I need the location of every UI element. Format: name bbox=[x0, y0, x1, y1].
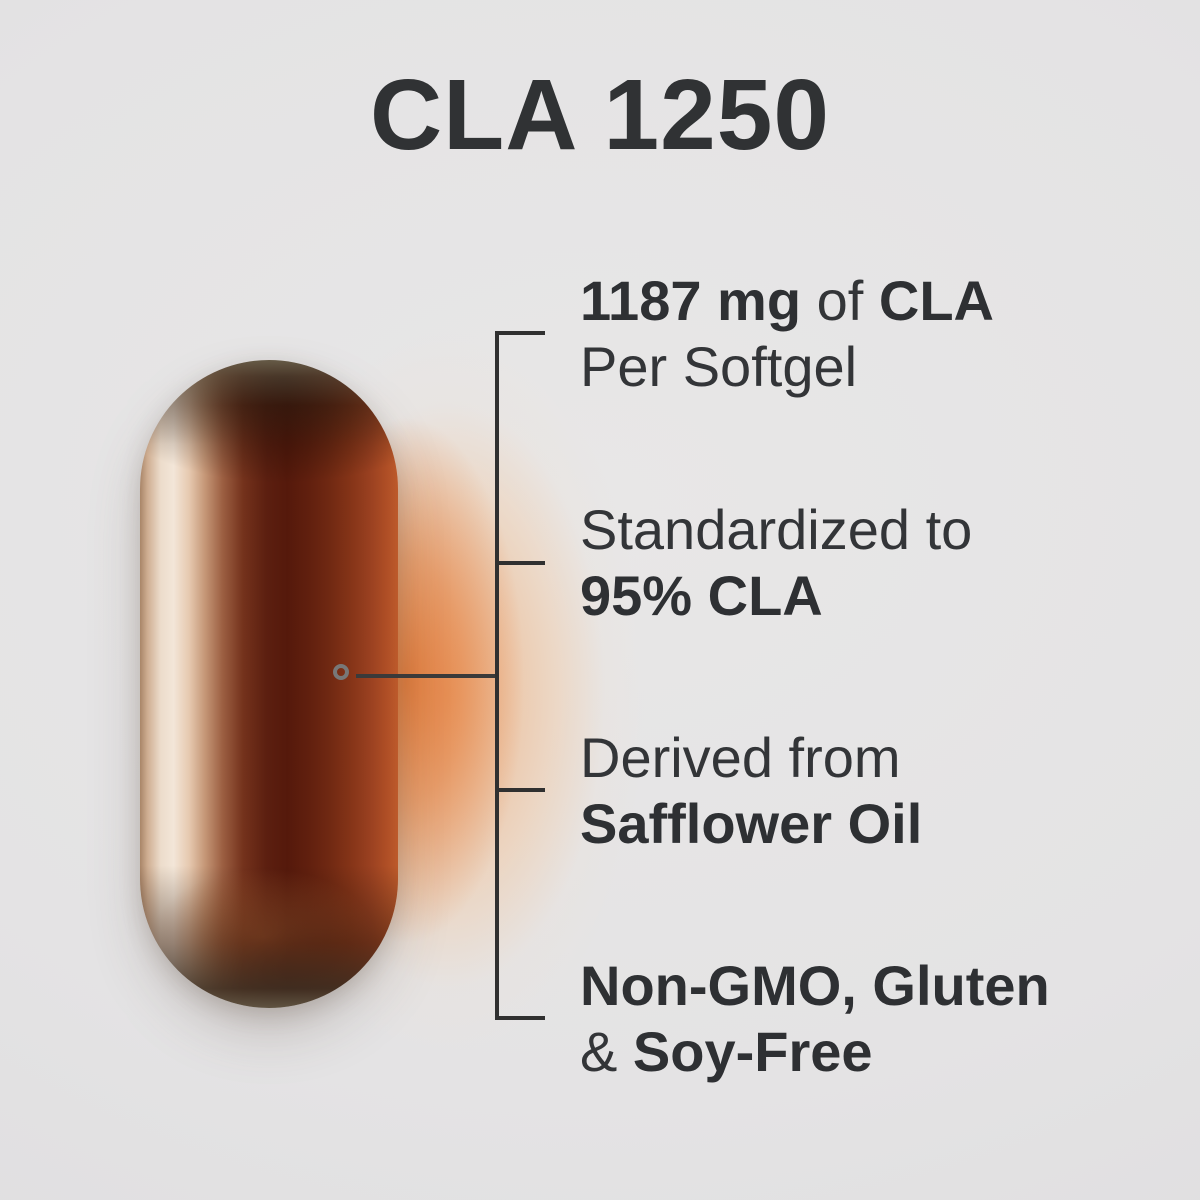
callout-tick-3 bbox=[495, 788, 545, 792]
callout-tick-4 bbox=[495, 1016, 545, 1020]
callout-free-from: Non-GMO, Gluten & Soy-Free bbox=[580, 953, 1050, 1085]
callout-source-line-1: Derived from bbox=[580, 725, 922, 791]
callout-standardization-value: 95% CLA bbox=[580, 564, 823, 627]
callout-tick-2 bbox=[495, 561, 545, 565]
callout-source-value: Safflower Oil bbox=[580, 792, 923, 855]
callout-standardization-line-1: Standardized to bbox=[580, 497, 972, 563]
capsule-marker-line bbox=[356, 674, 496, 678]
callout-dosage-unit: Per Softgel bbox=[580, 335, 858, 398]
callout-dosage-line-2: Per Softgel bbox=[580, 334, 994, 400]
callout-free-from-line-2: & Soy-Free bbox=[580, 1019, 1050, 1085]
callout-tick-1 bbox=[495, 331, 545, 335]
callout-dosage: 1187 mg of CLA Per Softgel bbox=[580, 268, 994, 400]
callout-dosage-amount: 1187 mg bbox=[580, 269, 802, 332]
product-title: CLA 1250 bbox=[369, 59, 831, 171]
callout-dosage-line-1: 1187 mg of CLA bbox=[580, 268, 994, 334]
callout-free-from-value-2: Soy-Free bbox=[632, 1020, 873, 1083]
callout-standardization-lead: Standardized to bbox=[580, 498, 973, 561]
callout-standardization: Standardized to 95% CLA bbox=[580, 497, 972, 629]
callout-standardization-line-2: 95% CLA bbox=[580, 563, 972, 629]
callout-dosage-connector-word: of bbox=[801, 269, 879, 332]
callout-source-lead: Derived from bbox=[580, 726, 901, 789]
callout-free-from-value-1: Non-GMO, Gluten bbox=[580, 954, 1050, 1017]
callout-dosage-ingredient: CLA bbox=[878, 269, 994, 332]
callout-free-from-ampersand: & bbox=[580, 1020, 633, 1083]
callout-free-from-line-1: Non-GMO, Gluten bbox=[580, 953, 1050, 1019]
callout-source-line-2: Safflower Oil bbox=[580, 791, 922, 857]
capsule-marker-dot-icon bbox=[333, 664, 349, 680]
callout-source: Derived from Safflower Oil bbox=[580, 725, 922, 857]
softgel-capsule-photo bbox=[140, 360, 398, 1008]
callout-spine-line bbox=[495, 331, 499, 1020]
